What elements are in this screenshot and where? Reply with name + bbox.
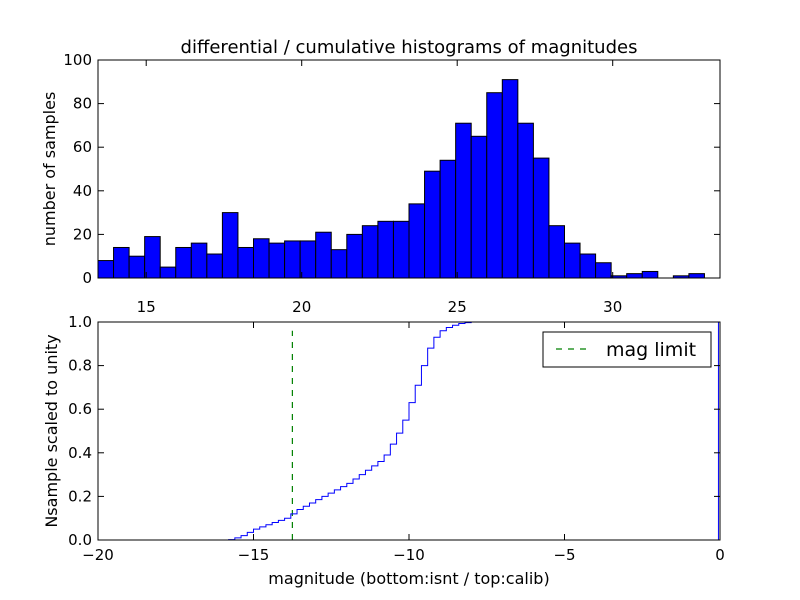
histogram-bar <box>206 253 223 279</box>
histogram-bar <box>564 242 581 279</box>
bottom-ticks-group: 0.0 0.2 0.4 0.6 0.8 1.0 −20 −15 −10 −5 0 <box>68 313 725 564</box>
histogram-bar <box>579 253 597 279</box>
histogram-bar <box>299 240 317 279</box>
histogram-bar <box>688 273 705 279</box>
histogram-bar <box>361 225 379 279</box>
histogram-bar <box>439 159 457 279</box>
histogram-bar <box>268 242 286 279</box>
top-histogram-panel: 0 20 40 60 80 100 15 20 25 30 differential / cumu… <box>40 37 721 316</box>
bottom-y-tick-label: 0.0 <box>68 531 92 549</box>
bottom-axes-frame <box>97 321 721 541</box>
top-x-tick-label: 20 <box>292 298 311 316</box>
bottom-x-axis-label: magnitude (bottom:isnt / top:calib) <box>268 569 549 588</box>
top-x-tick-label: 15 <box>137 298 156 316</box>
histogram-bar <box>501 79 519 279</box>
histogram-bar <box>517 122 534 279</box>
histogram-bar <box>641 270 659 279</box>
top-y-tick-label: 100 <box>63 51 92 69</box>
histogram-bar <box>144 236 161 279</box>
histogram-bar <box>284 240 301 279</box>
bottom-content-group <box>98 321 719 541</box>
histogram-bar <box>97 260 115 279</box>
histogram-bar <box>253 238 270 279</box>
histogram-bar <box>424 170 441 279</box>
histogram-bar <box>237 246 254 279</box>
top-y-tick-label: 40 <box>73 182 92 200</box>
histogram-bar <box>190 242 208 279</box>
histogram-bar <box>346 233 363 279</box>
bottom-x-tick-label: −15 <box>238 546 270 564</box>
bottom-y-tick-label: 0.8 <box>68 357 92 375</box>
top-y-tick-label: 20 <box>73 225 92 243</box>
bottom-y-tick-label: 0.4 <box>68 444 92 462</box>
histogram-bar <box>377 220 394 279</box>
histogram-bar <box>128 255 146 279</box>
bottom-x-tick-label: −20 <box>82 546 114 564</box>
bottom-y-tick-label: 1.0 <box>68 313 92 331</box>
histogram-bar <box>113 246 130 279</box>
cumulative-step-line <box>98 321 719 541</box>
histogram-bar <box>548 225 566 279</box>
top-axes-frame <box>97 59 721 279</box>
bottom-cumulative-panel: 0.0 0.2 0.4 0.6 0.8 1.0 −20 −15 −10 −5 0 magnitude… <box>42 313 725 588</box>
legend: mag limit <box>542 331 712 368</box>
histogram-bar <box>455 122 472 279</box>
top-y-tick-label: 80 <box>73 95 92 113</box>
bottom-y-tick-label: 0.2 <box>68 487 92 505</box>
histogram-bar <box>595 262 612 279</box>
top-y-tick-label: 60 <box>73 138 92 156</box>
histogram-bar <box>532 157 550 279</box>
top-y-axis-label: number of samples <box>40 92 59 247</box>
legend-label: mag limit <box>606 339 696 361</box>
histogram-bar <box>392 220 410 279</box>
top-ticks-group: 0 20 40 60 80 100 15 20 25 30 <box>63 51 720 316</box>
top-x-tick-label: 25 <box>448 298 467 316</box>
histogram-bar <box>315 231 332 279</box>
histogram-bar <box>175 246 192 279</box>
histogram-bar <box>330 249 348 279</box>
bottom-x-tick-label: −5 <box>553 546 575 564</box>
bottom-y-axis-label: Nsample scaled to unity <box>42 334 61 527</box>
histogram-bar <box>486 92 503 279</box>
chart-title: differential / cumulative histograms of … <box>181 37 638 58</box>
histogram-bar <box>159 266 177 279</box>
histogram-bar <box>626 273 643 279</box>
bottom-x-tick-label: −10 <box>393 546 425 564</box>
bottom-y-tick-label: 0.6 <box>68 400 92 418</box>
top-x-tick-label: 30 <box>603 298 622 316</box>
histogram-bar <box>221 212 239 279</box>
histogram-bar <box>470 135 488 279</box>
top-y-tick-label: 0 <box>82 269 92 287</box>
top-bars-group <box>97 79 705 279</box>
histogram-bar <box>408 203 426 279</box>
bottom-x-tick-label: 0 <box>715 546 725 564</box>
